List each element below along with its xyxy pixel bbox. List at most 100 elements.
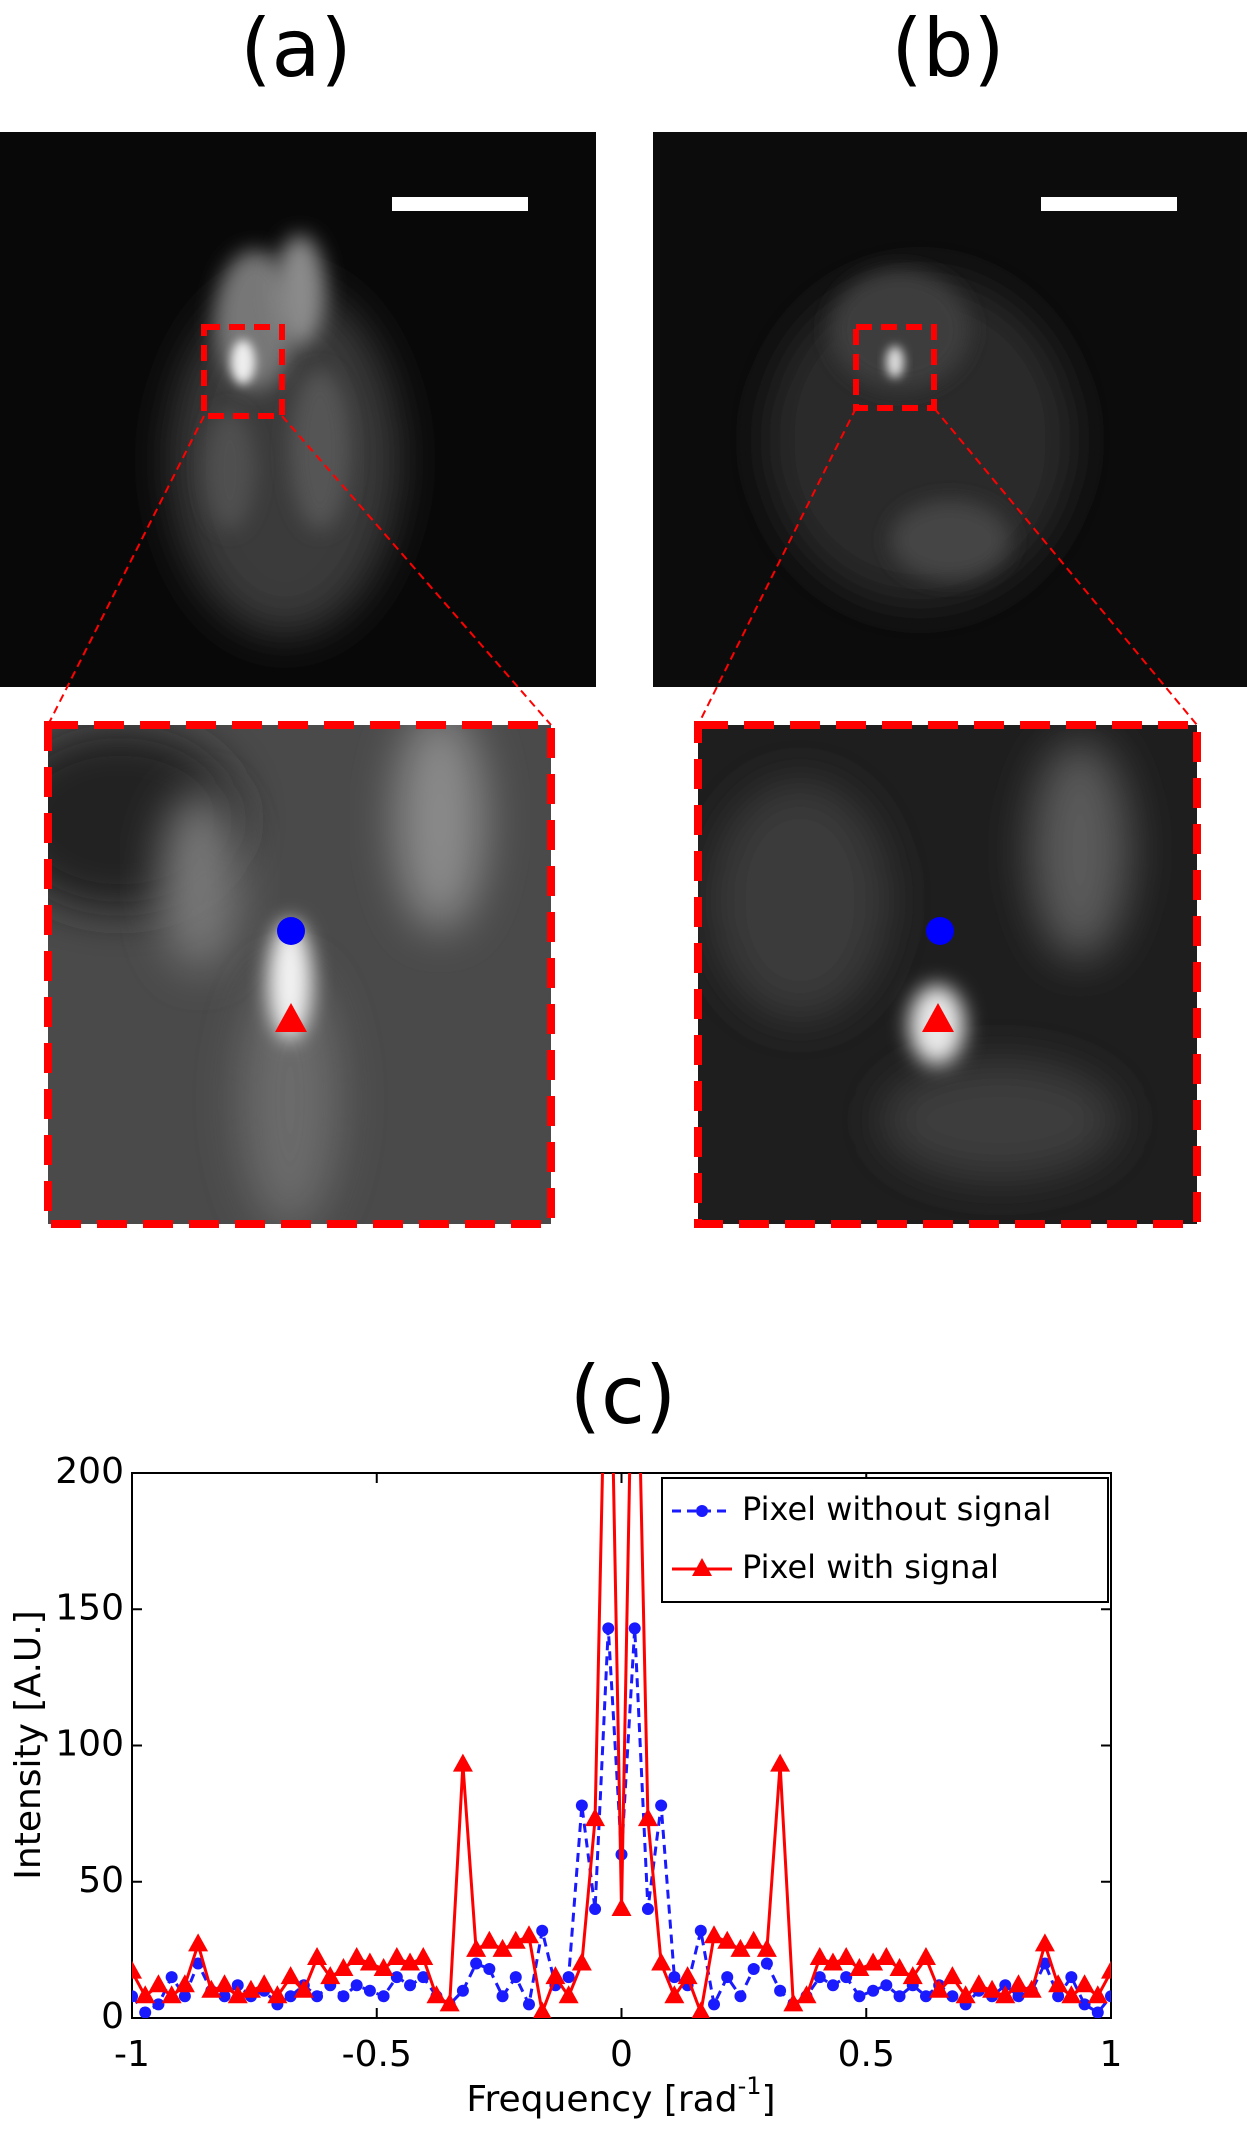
point	[413, 1947, 434, 1966]
point	[1087, 1985, 1108, 2004]
point	[470, 1957, 483, 1970]
zoom-connector	[47, 407, 1198, 726]
y-tick-label: 50	[78, 1860, 124, 1901]
point	[637, 1808, 658, 1827]
point	[747, 1962, 760, 1975]
point	[390, 1971, 403, 1984]
point	[929, 1979, 950, 1998]
point	[774, 1984, 787, 1997]
point	[717, 1930, 738, 1949]
point	[135, 1985, 156, 2004]
point	[536, 1924, 549, 1937]
point	[968, 1974, 989, 1993]
point	[132, 1990, 138, 2003]
point	[1021, 1979, 1042, 1998]
point	[995, 1985, 1016, 2004]
image-b	[653, 132, 1247, 687]
x-tick-label: 0.5	[838, 2034, 895, 2075]
point	[320, 1966, 341, 1985]
point	[756, 1938, 777, 1957]
point	[363, 1984, 376, 1997]
point	[942, 1966, 963, 1985]
image-a	[0, 132, 596, 687]
point	[585, 1808, 606, 1827]
point	[641, 1903, 654, 1915]
point	[307, 1947, 328, 1966]
point	[426, 1985, 447, 2004]
point	[165, 1971, 178, 1984]
point	[863, 1952, 884, 1971]
point	[333, 1957, 354, 1976]
point	[254, 1974, 275, 1993]
point	[346, 1947, 367, 1966]
point	[311, 1990, 324, 2003]
y-tick-label: 100	[55, 1724, 124, 1765]
point	[880, 1979, 893, 1992]
x-axis-label-sup: -1	[738, 2072, 762, 2100]
point	[813, 1971, 826, 1984]
point	[240, 1979, 261, 1998]
inset-a	[44, 721, 555, 1228]
point	[836, 1947, 857, 1966]
point	[161, 1985, 182, 2004]
point	[404, 1979, 417, 1992]
x-tick-label: -0.5	[342, 2034, 412, 2075]
point	[809, 1947, 830, 1966]
point	[509, 1971, 522, 1984]
point	[1101, 1960, 1111, 1979]
point	[602, 1622, 615, 1635]
point	[337, 1990, 350, 2003]
point	[152, 1998, 165, 2011]
point	[694, 1924, 707, 1937]
plot-area: -1 -0.5 0 0.5 1 0 50 100 150 200 Pixel without sig…	[55, 1190, 1122, 2075]
point	[734, 1990, 747, 2003]
point	[1061, 1985, 1082, 2004]
point	[893, 1990, 906, 2003]
point	[598, 1190, 618, 1208]
point	[466, 1938, 487, 1957]
y-tick-label: 150	[55, 1587, 124, 1628]
x-tick-label: 0	[610, 2034, 633, 2075]
x-axis-label: Frequency [rad-1]	[466, 2072, 775, 2120]
point	[439, 1993, 460, 2012]
point	[1034, 1933, 1055, 1952]
point	[677, 1966, 698, 1985]
point	[867, 1984, 880, 1997]
point	[575, 1799, 588, 1812]
point	[284, 1990, 297, 2003]
point	[721, 1971, 734, 1984]
x-axis-label-text: Frequency [rad	[466, 2079, 737, 2120]
point	[1008, 1974, 1029, 1993]
point	[708, 1998, 721, 2011]
point	[267, 1985, 288, 2004]
legend-label: Pixel with signal	[742, 1548, 999, 1586]
point	[545, 1966, 566, 1985]
point	[417, 1971, 430, 1984]
point	[946, 1990, 959, 2003]
point	[492, 1938, 513, 1957]
point	[915, 1947, 936, 1966]
legend: Pixel without signal Pixel with signal	[661, 1477, 1109, 1603]
legend-marker	[696, 1505, 708, 1517]
point	[955, 1985, 976, 2004]
point	[400, 1952, 421, 1971]
point	[1038, 1957, 1051, 1970]
point	[562, 1971, 575, 1984]
point	[826, 1979, 839, 1992]
point	[889, 1957, 910, 1976]
point	[522, 1998, 535, 2011]
point	[704, 1925, 725, 1944]
point	[1074, 1974, 1095, 1993]
point	[849, 1957, 870, 1976]
point	[218, 1990, 231, 2003]
point	[1012, 1990, 1025, 2003]
point	[148, 1974, 169, 1993]
point	[651, 1952, 672, 1971]
point	[456, 1984, 469, 1997]
y-tick-label: 0	[101, 1996, 124, 2037]
point	[377, 1990, 390, 2003]
point	[139, 2006, 152, 2018]
point	[822, 1952, 843, 1971]
point	[760, 1957, 773, 1970]
